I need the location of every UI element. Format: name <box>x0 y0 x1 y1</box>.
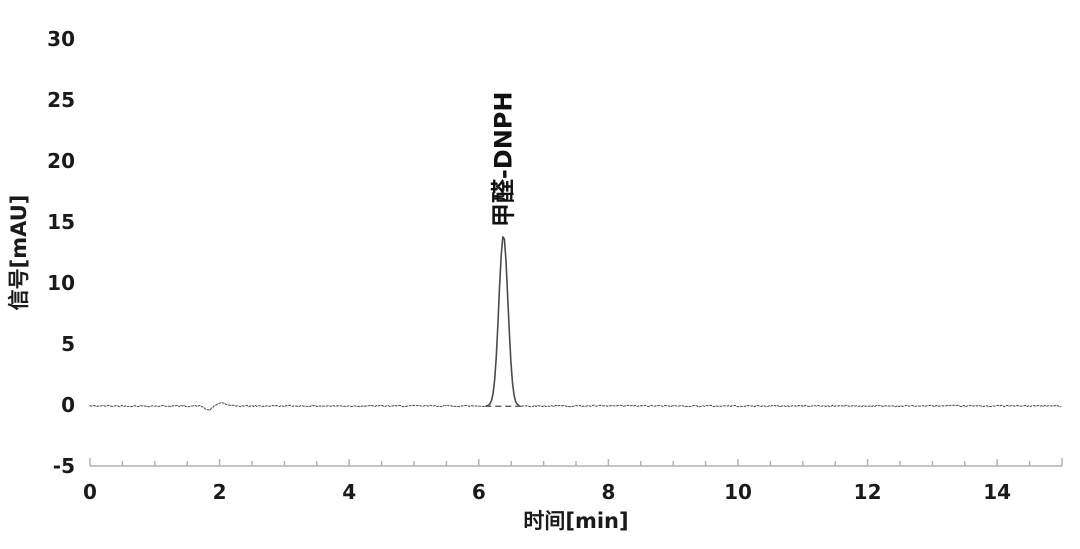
x-tick-label: 4 <box>342 480 356 504</box>
peak-trace <box>485 236 520 407</box>
y-tick-label: 10 <box>47 271 75 295</box>
y-tick-label: 0 <box>61 393 75 417</box>
x-tick-label: 6 <box>472 480 486 504</box>
y-tick-label: 5 <box>61 332 75 356</box>
y-tick-label: -5 <box>53 454 75 478</box>
x-tick-label: 14 <box>983 480 1011 504</box>
y-tick-label: 30 <box>47 27 75 51</box>
trace-baseline-right <box>521 404 1062 408</box>
y-axis-title: 信号[mAU] <box>7 195 31 311</box>
x-tick-label: 0 <box>83 480 97 504</box>
y-tick-label: 25 <box>47 88 75 112</box>
x-tick-label: 8 <box>601 480 615 504</box>
peak-annotation: 甲醛-DNPH <box>489 92 517 228</box>
trace-baseline-left <box>89 401 486 411</box>
x-tick-label: 2 <box>213 480 227 504</box>
x-tick-label: 10 <box>724 480 752 504</box>
y-tick-label: 20 <box>47 149 75 173</box>
y-tick-label: 15 <box>47 210 75 234</box>
x-axis-title: 时间[min] <box>523 509 628 533</box>
x-tick-label: 12 <box>854 480 882 504</box>
